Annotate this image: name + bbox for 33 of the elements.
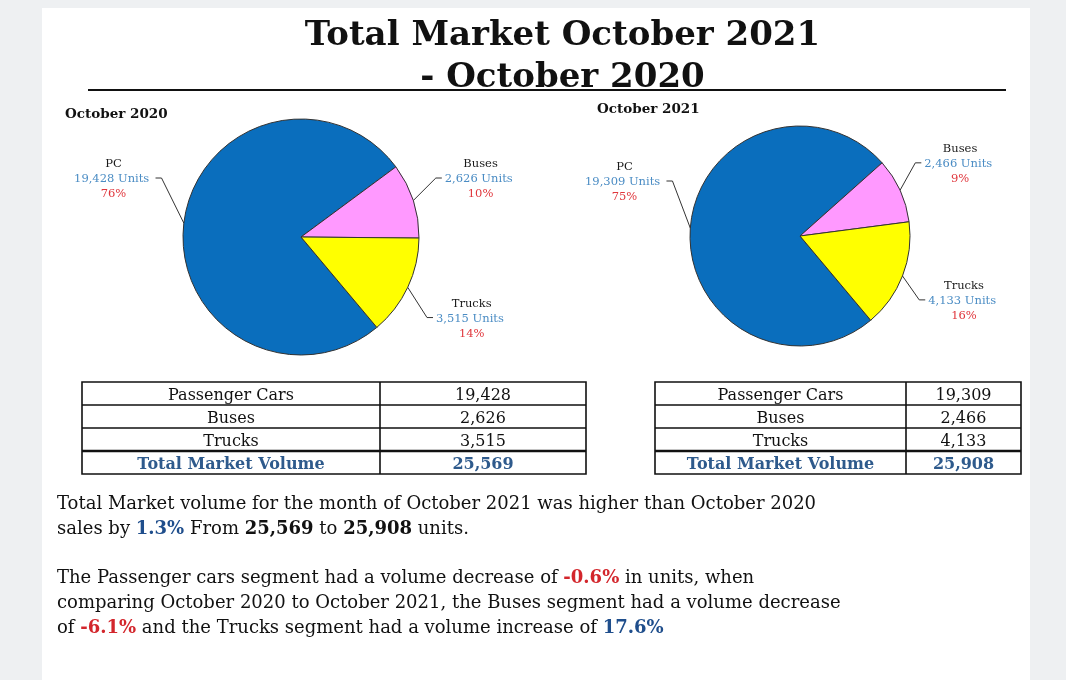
text: Buses [207,407,255,427]
text: 4,133 [940,430,987,450]
text: Total Market October 2021 - October 2020 [303,12,822,96]
text: Total Market Volume [137,453,325,473]
text: 19,428 [455,384,511,404]
text: Buses [756,407,805,427]
text: Passenger Cars [717,384,844,404]
text: Total Market Volume [686,453,875,473]
text: The Passenger cars segment had a volume decrease of -0.6% in units, when comparing October 2020 to October 2021, the Buses segment had a volume decrease of -6.1% and the Trucks segment had a volume increase of 17.6% [57,566,841,637]
text: 2,466 [940,407,987,427]
text: Passenger Cars [168,384,294,404]
data-label: 19,309 Units 75% [585,174,664,203]
data-label: 19,428 Units 76% [74,171,153,200]
text: 25,908 [932,453,995,473]
text: 19,309 [935,384,992,404]
chart-title: October 2021 [597,100,700,116]
slice-label: Buses [942,140,978,155]
data-label: 3,515 Units 14% [435,310,508,340]
data-label: 4,133 Units 16% [928,292,1000,322]
text: 25,569 [452,453,514,473]
text: Total Market volume for the month of October 2021 was higher than October 2020 sales by 1.3% From 25,569 to 25,908 units. [57,492,817,538]
text: Trucks [203,430,259,450]
slice-label: Trucks [451,295,492,310]
text: Trucks [752,430,809,450]
slice-label: Buses [463,156,498,170]
slice-label: PC [105,156,122,170]
slice-label: PC [616,159,633,173]
data-label: 2,466 Units 9% [924,155,996,185]
chart-title: October 2020 [65,105,168,121]
text: 3,515 [460,430,506,450]
data-label: 2,626 Units 10% [444,171,517,200]
text: 2,626 [460,407,506,427]
slice-label: Trucks [944,277,985,292]
